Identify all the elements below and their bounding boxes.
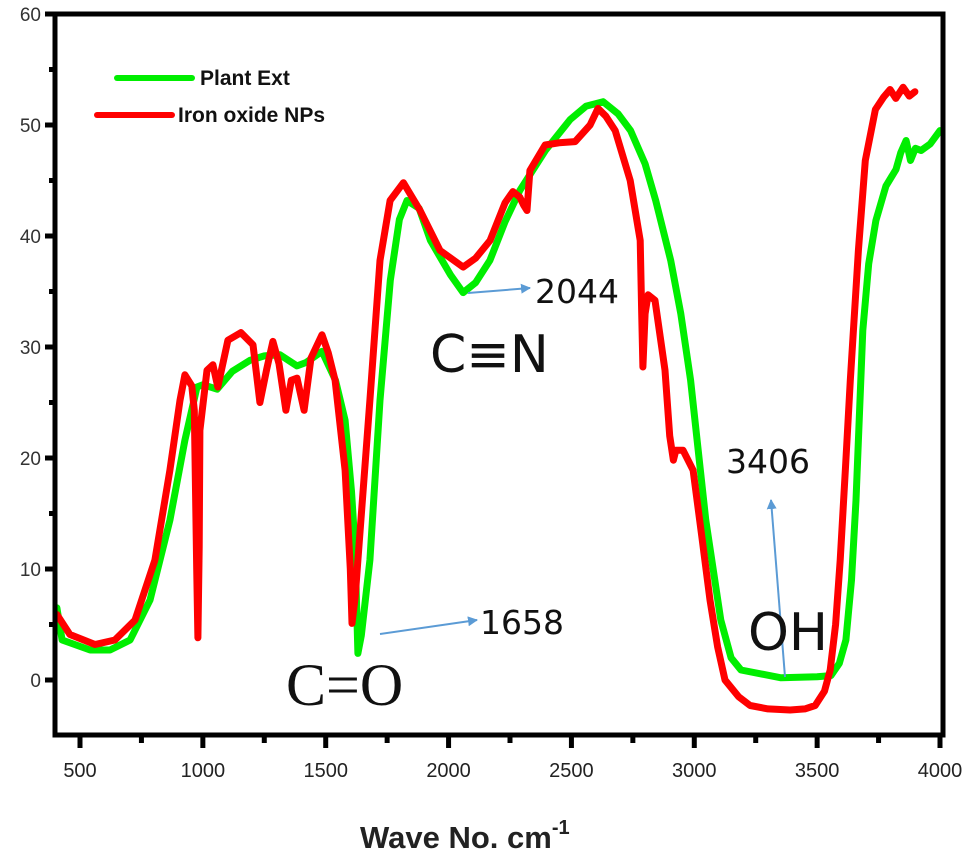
x-tick-label: 500 (63, 760, 96, 782)
series-line-plant-ext (53, 98, 944, 682)
series-line-iron-oxide-nps (53, 83, 919, 714)
label-2044: 2044 (535, 272, 619, 311)
x-axis-label: Wave No. cm-1 (360, 817, 570, 855)
arrow-1658 (379, 616, 478, 635)
y-tick-label: 40 (20, 227, 41, 248)
legend: Plant Ext Iron oxide NPs (94, 67, 325, 127)
label-1658: 1658 (480, 603, 564, 642)
label-co: C=O (286, 652, 403, 718)
x-tick-label: 1500 (303, 760, 348, 782)
y-tick-label: 50 (20, 116, 41, 137)
y-tick-label: 0 (30, 671, 41, 692)
annotation-co: 1658 C=O (286, 603, 564, 718)
y-tick-label: 10 (20, 560, 41, 581)
label-cn: C≡N (430, 325, 549, 385)
x-tick-label: 4000 (918, 760, 963, 782)
arrow-2044 (467, 283, 531, 294)
x-axis-label-text: Wave No. cm (360, 820, 552, 855)
y-tick-label: 30 (20, 338, 41, 359)
x-axis-label-superscript: -1 (552, 817, 570, 839)
x-tick-label: 3000 (672, 760, 717, 782)
x-tick-label: 3500 (795, 760, 840, 782)
x-tick-label: 1000 (181, 760, 226, 782)
annotation-oh: 3406 OH (726, 442, 828, 678)
y-tick-label: 60 (20, 5, 41, 26)
x-tick-label: 2000 (426, 760, 471, 782)
label-3406: 3406 (726, 442, 810, 481)
annotation-cn: 2044 C≡N (430, 272, 619, 385)
arrow-3406 (766, 499, 786, 678)
label-oh: OH (748, 603, 828, 663)
plot-frame (52, 11, 946, 738)
legend-label-plant-ext: Plant Ext (200, 67, 290, 90)
y-tick-label: 20 (20, 449, 41, 470)
legend-label-iron-oxide: Iron oxide NPs (178, 104, 325, 127)
x-tick-label: 2500 (549, 760, 594, 782)
